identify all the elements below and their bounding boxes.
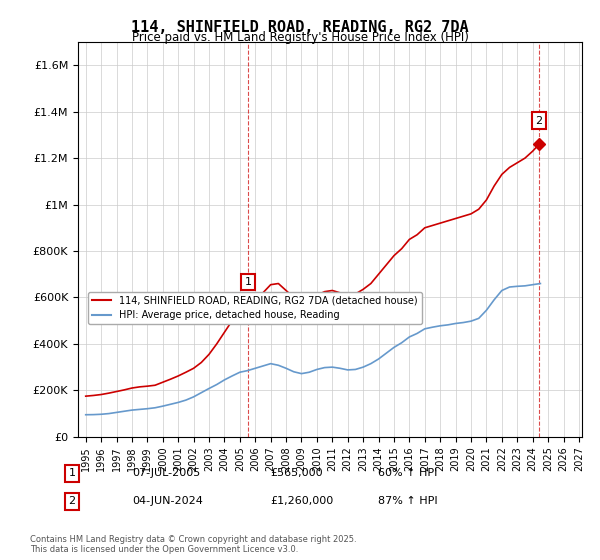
Text: 1: 1 (244, 277, 251, 287)
Text: 87% ↑ HPI: 87% ↑ HPI (378, 496, 437, 506)
Legend: 114, SHINFIELD ROAD, READING, RG2 7DA (detached house), HPI: Average price, deta: 114, SHINFIELD ROAD, READING, RG2 7DA (d… (88, 292, 422, 324)
Text: 2: 2 (68, 496, 76, 506)
Text: 04-JUN-2024: 04-JUN-2024 (132, 496, 203, 506)
Text: £1,260,000: £1,260,000 (270, 496, 333, 506)
Text: Price paid vs. HM Land Registry's House Price Index (HPI): Price paid vs. HM Land Registry's House … (131, 31, 469, 44)
Text: 114, SHINFIELD ROAD, READING, RG2 7DA: 114, SHINFIELD ROAD, READING, RG2 7DA (131, 20, 469, 35)
Text: Contains HM Land Registry data © Crown copyright and database right 2025.
This d: Contains HM Land Registry data © Crown c… (30, 535, 356, 554)
Text: 60% ↑ HPI: 60% ↑ HPI (378, 468, 437, 478)
Text: £565,000: £565,000 (270, 468, 323, 478)
Text: 1: 1 (68, 468, 76, 478)
Text: 07-JUL-2005: 07-JUL-2005 (132, 468, 200, 478)
Text: 2: 2 (536, 115, 543, 125)
